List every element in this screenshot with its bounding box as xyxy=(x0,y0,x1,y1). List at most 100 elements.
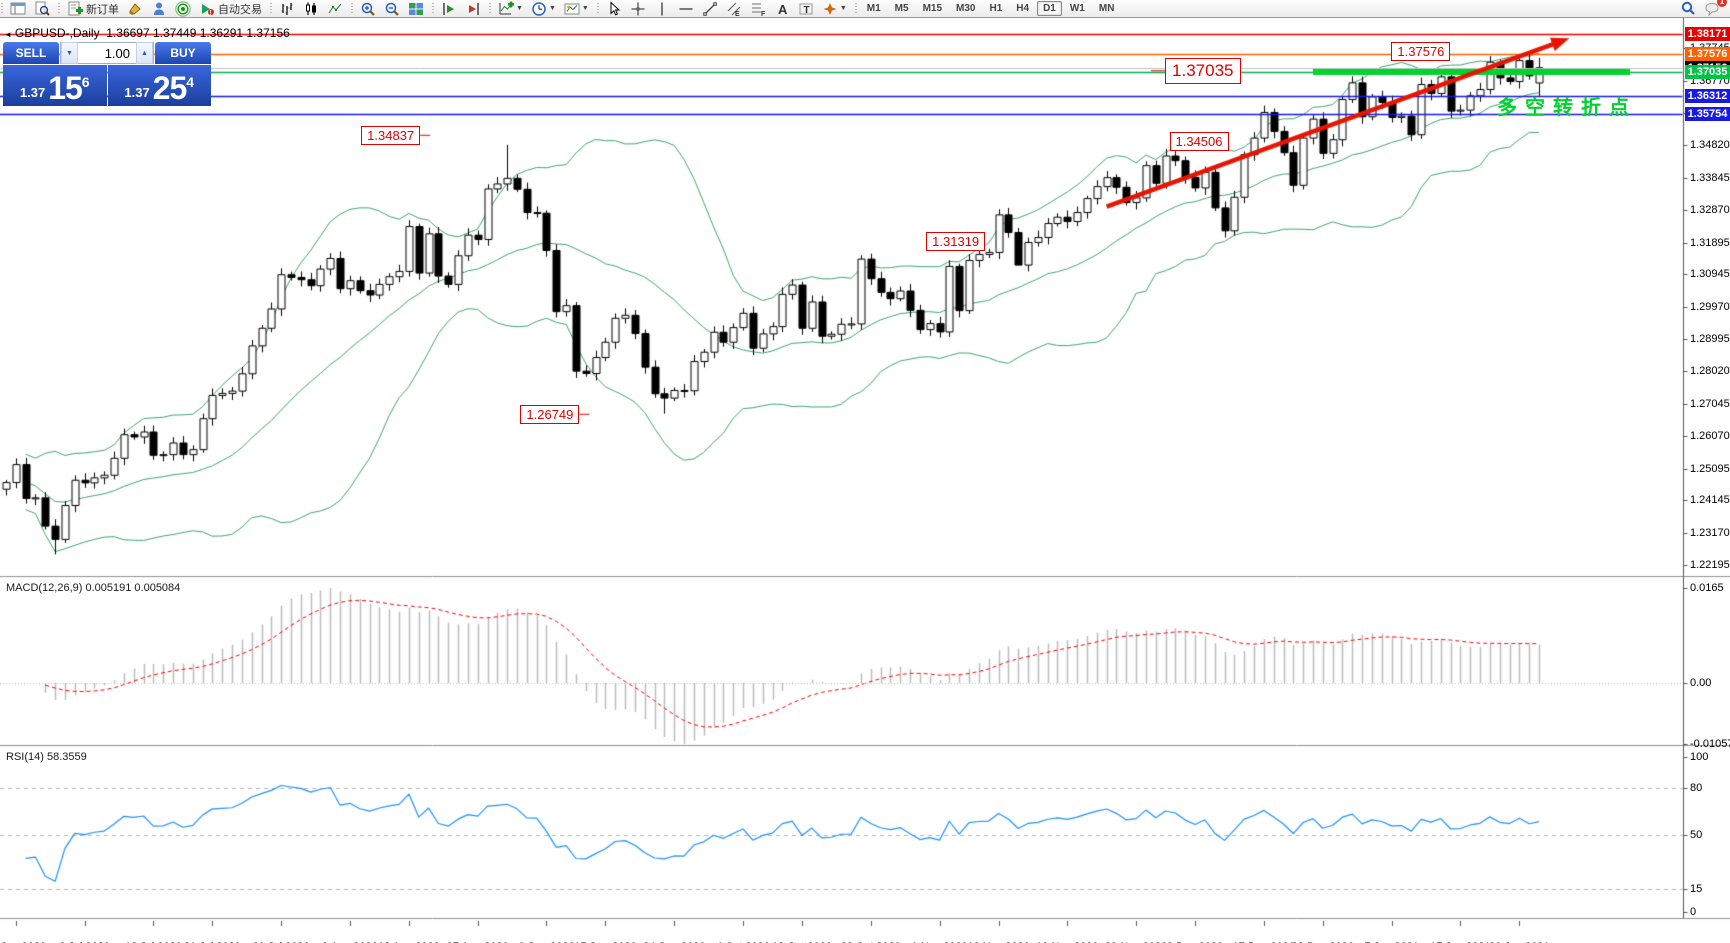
rsi-scale-label: 0 xyxy=(1690,906,1697,918)
chart-shift-button[interactable] xyxy=(438,0,460,17)
toolbar-group xyxy=(0,0,57,17)
autotrade-label: 自动交易 xyxy=(218,3,262,16)
eraser-button[interactable] xyxy=(124,0,146,17)
tile-windows-icon xyxy=(409,2,423,15)
price-axis-tick: 1.32870 xyxy=(1690,204,1730,217)
rsi-scale-label: 100 xyxy=(1690,751,1709,763)
time-axis-label: 8 Dec 2020 xyxy=(1167,941,1223,943)
rsi-scale-label: 15 xyxy=(1690,882,1703,895)
eraser-icon xyxy=(129,2,141,15)
one-click-trading-panel: SELL ▼ 1.00 ▲ BUY 1.37 15 6 1.37 25 4 xyxy=(3,42,211,106)
sell-button[interactable]: SELL xyxy=(3,42,59,64)
buy-price-prefix: 1.37 xyxy=(124,85,150,100)
sell-price-display[interactable]: 1.37 15 6 xyxy=(3,65,107,106)
timeframe-button-h1[interactable]: H1 xyxy=(989,3,1003,14)
chart-window-button[interactable] xyxy=(7,0,29,17)
price-chart-canvas[interactable] xyxy=(0,17,1730,943)
print-preview-icon xyxy=(35,1,50,16)
chart-shift-icon xyxy=(443,2,454,15)
horizontal-line-button[interactable] xyxy=(675,0,697,17)
text-label-icon: T xyxy=(799,3,813,16)
signal-button[interactable] xyxy=(172,0,194,17)
cursor-button[interactable] xyxy=(603,0,625,17)
time-axis-label: 17 Dec 2020 xyxy=(1233,941,1295,943)
buy-price-point: 4 xyxy=(186,74,195,90)
buy-price-display[interactable]: 1.37 25 4 xyxy=(107,65,211,106)
fibonacci-button[interactable]: F xyxy=(747,0,769,17)
zoom-in-button[interactable] xyxy=(357,0,379,17)
add-indicator-icon xyxy=(499,1,514,15)
print-preview-button[interactable] xyxy=(31,0,53,17)
line-chart-icon xyxy=(328,3,342,13)
zoom-out-icon xyxy=(385,2,399,16)
volume-decrease-button[interactable]: ▼ xyxy=(61,42,78,64)
sell-price-prefix: 1.37 xyxy=(19,85,46,100)
price-axis-tick: 1.33845 xyxy=(1690,171,1730,184)
chart-marker-icon: ◄ xyxy=(4,30,12,39)
timeframe-button-w1[interactable]: W1 xyxy=(1069,3,1085,14)
user-button[interactable] xyxy=(148,0,170,17)
volume-input[interactable]: 1.00 xyxy=(104,45,130,61)
price-axis-tick: 1.31895 xyxy=(1690,236,1730,249)
symbol-period-label: GBPUSD-,Daily xyxy=(14,26,100,40)
timeframe-button-m5[interactable]: M5 xyxy=(894,3,909,14)
crosshair-button[interactable] xyxy=(627,0,649,17)
arrows-button[interactable]: ▼ xyxy=(819,0,850,17)
search-button[interactable] xyxy=(1677,0,1699,17)
price-axis-tick: 1.34820 xyxy=(1690,139,1730,152)
buy-button[interactable]: BUY xyxy=(155,42,211,64)
add-indicator-button[interactable]: ▼ xyxy=(495,0,526,17)
time-axis-label: 7 Jan 2021 xyxy=(1364,941,1418,943)
price-axis-badge: 1.38171 xyxy=(1685,26,1730,41)
trend-note-text: 多空转折点 xyxy=(1497,97,1637,119)
trend-line-icon xyxy=(703,1,717,16)
time-axis-label: 9 Aug 2020 xyxy=(322,941,378,943)
macd-scale-label: -0.010571 xyxy=(1690,738,1730,750)
cursor-icon xyxy=(610,0,621,15)
timeframe-button-m30[interactable]: M30 xyxy=(956,3,976,14)
time-axis-label: 21 Jul 2020 xyxy=(184,941,241,943)
chart-window-icon xyxy=(10,2,26,14)
toolbar-group: M1 M5 M15 M30 H1 H4 D1 W1 MN xyxy=(854,0,1125,17)
text-icon: A xyxy=(778,2,788,17)
volume-increase-button[interactable]: ▲ xyxy=(136,42,153,64)
trend-line-button[interactable] xyxy=(699,0,721,17)
tile-windows-button[interactable] xyxy=(405,0,427,17)
periods-button[interactable]: ▼ xyxy=(528,0,559,17)
timeframe-button-h4[interactable]: H4 xyxy=(1016,3,1030,14)
chart-window: ◄ GBPUSD-,Daily 1.36697 1.37449 1.36291 1… xyxy=(0,17,1730,943)
vertical-line-button[interactable] xyxy=(651,0,673,17)
svg-text:!: ! xyxy=(210,10,212,16)
timeframe-button-m1[interactable]: M1 xyxy=(866,3,881,14)
time-axis-label: 18 Aug 2020 xyxy=(378,941,440,943)
time-axis-label: 29 Nov 2020 xyxy=(1105,941,1167,943)
chevron-down-icon: ▼ xyxy=(581,5,589,12)
text-button[interactable]: A xyxy=(771,0,793,17)
candle-chart-button[interactable] xyxy=(300,0,322,17)
price-axis-badge: 1.35754 xyxy=(1685,107,1730,122)
svg-text:F: F xyxy=(761,11,766,17)
text-label-button[interactable]: T xyxy=(795,0,817,17)
channel-icon: E xyxy=(727,2,741,17)
zoom-out-button[interactable] xyxy=(381,0,403,17)
template-button[interactable]: ▼ xyxy=(561,0,592,17)
time-axis-label: 19 Nov 2020 xyxy=(1036,941,1098,943)
channel-button[interactable]: E xyxy=(723,0,745,17)
notifications-button[interactable]: 1 xyxy=(1701,0,1727,17)
price-annotation-box: 1.37576 xyxy=(1391,41,1451,61)
timeframe-button-mn[interactable]: MN xyxy=(1098,3,1115,14)
time-axis-label: 2 Jul 2020 xyxy=(59,941,110,943)
timeframe-button-m15[interactable]: M15 xyxy=(922,3,943,14)
timeframe-button-d1[interactable]: D1 xyxy=(1037,1,1062,16)
rsi-scale-label: 80 xyxy=(1690,782,1703,794)
bar-chart-button[interactable] xyxy=(276,0,298,17)
new-order-button[interactable]: 新订单 xyxy=(64,0,122,17)
autotrade-button[interactable]: ! 自动交易 xyxy=(196,0,265,17)
line-chart-button[interactable] xyxy=(324,0,346,17)
chevron-down-icon: ▼ xyxy=(839,5,847,12)
auto-scroll-button[interactable] xyxy=(462,0,484,17)
toolbar-group: 新订单! 自动交易 xyxy=(57,0,269,17)
notifications-icon xyxy=(1705,2,1719,16)
template-icon xyxy=(564,3,580,14)
periods-icon xyxy=(532,1,546,16)
